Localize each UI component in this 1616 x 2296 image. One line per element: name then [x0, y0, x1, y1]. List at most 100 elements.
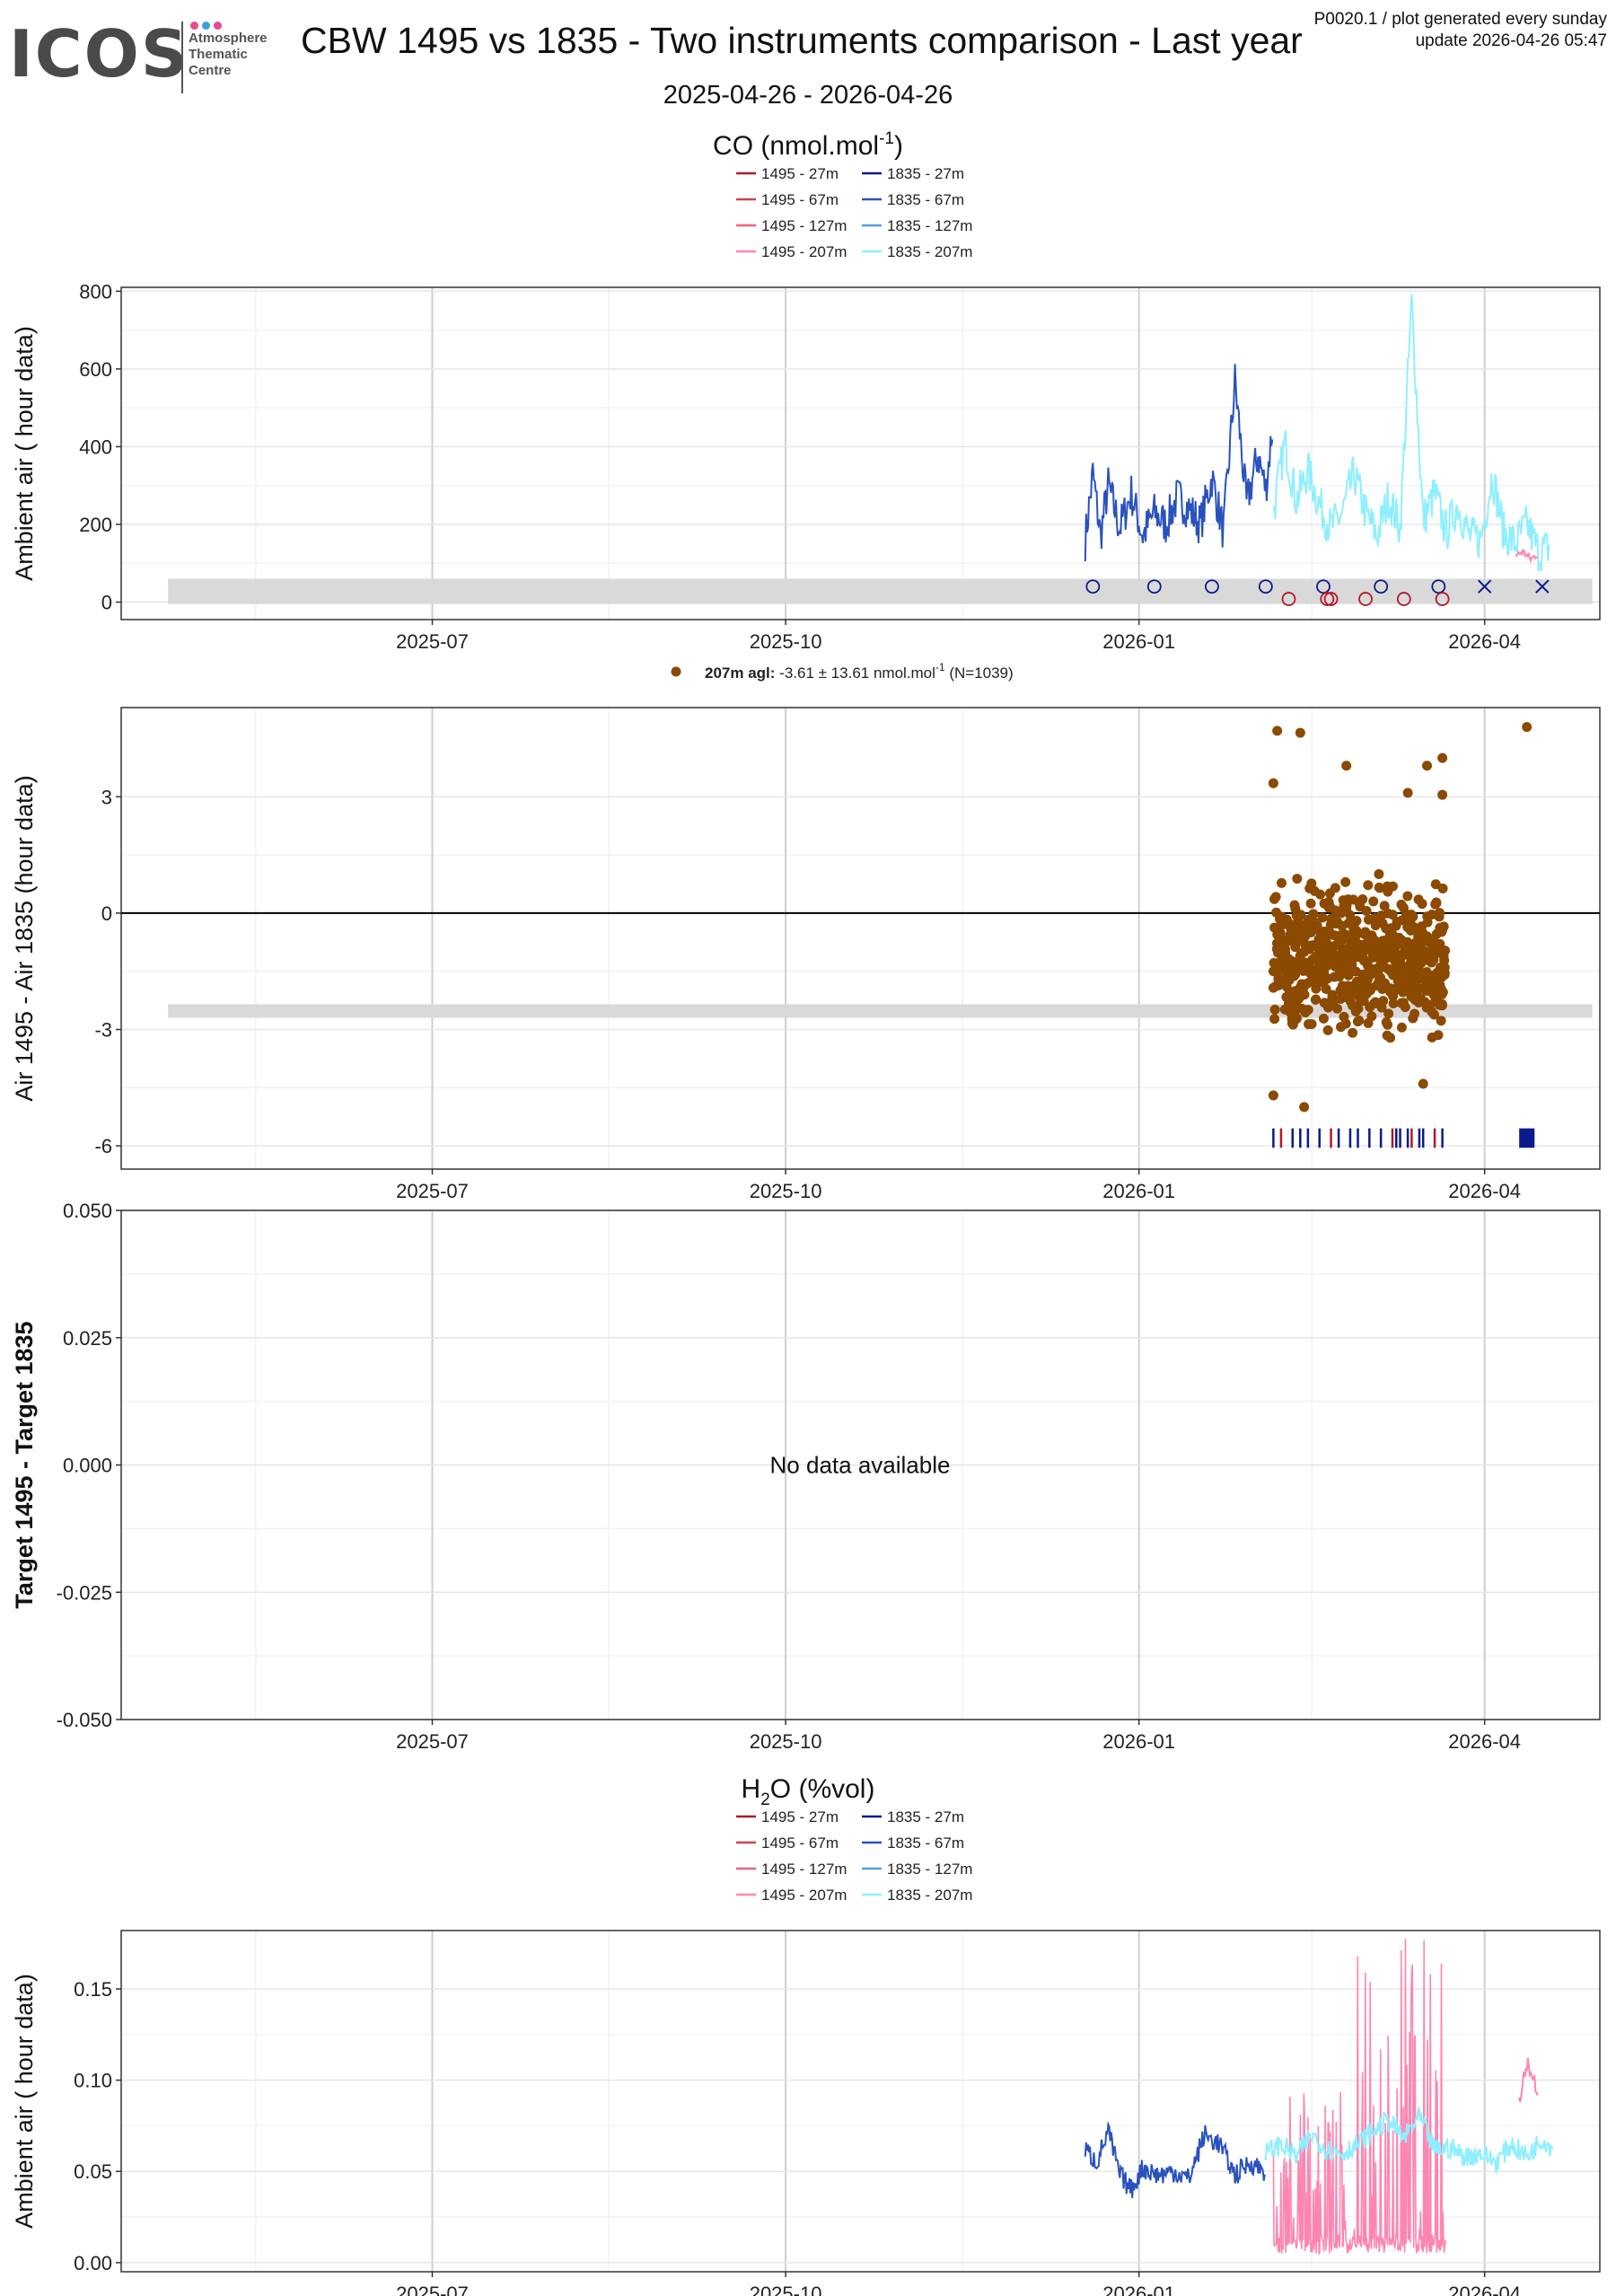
diff-point	[1368, 998, 1379, 1009]
diff-point	[1361, 905, 1372, 916]
legend-label-1495-1: 1495 - 67m	[761, 191, 839, 208]
diff-outlier-7	[1402, 787, 1413, 798]
diff-outlier-10	[1299, 1102, 1310, 1113]
diff-point	[1383, 1008, 1394, 1019]
diff-point	[1374, 882, 1384, 893]
diff-point	[1269, 1014, 1280, 1025]
diff-point	[1269, 957, 1279, 968]
h2o-legend: 1495 - 27m 1495 - 67m 1495 - 127m 1495 - 20…	[736, 1808, 972, 1904]
logo-sub-line-1: Atmosphere	[189, 31, 268, 46]
diff-point	[1422, 917, 1433, 928]
diff-outlier-4	[1437, 752, 1448, 763]
y-tick-label-0: 0	[101, 592, 112, 614]
diff-point	[1382, 945, 1392, 955]
diff-point	[1284, 986, 1295, 997]
diff-point	[1348, 1027, 1358, 1038]
diff-point	[1341, 958, 1352, 969]
diff-outlier-0	[1272, 726, 1283, 736]
diff-point	[1287, 936, 1297, 946]
diff-points	[1268, 722, 1533, 1113]
y-tick-label-3: 0.00	[74, 2252, 112, 2274]
diff-point	[1313, 957, 1324, 968]
diff-point	[1440, 946, 1451, 956]
diff-point	[1338, 946, 1348, 956]
diff-point	[1426, 935, 1436, 946]
diff-point	[1362, 959, 1373, 970]
diff-point	[1433, 997, 1444, 1007]
co-marker-1495-2	[1323, 592, 1339, 606]
legend-label-1835-2: 1835 - 127m	[887, 1861, 972, 1878]
diff-point	[1306, 878, 1317, 889]
diff-point	[1352, 1016, 1363, 1027]
diff-point	[1402, 891, 1413, 902]
legend-label-1835-2: 1835 - 127m	[887, 217, 972, 234]
diff-point	[1311, 983, 1322, 994]
diff-point	[1396, 1022, 1407, 1033]
diff-point	[1319, 998, 1330, 1008]
diff-point	[1321, 983, 1331, 994]
diff-point	[1275, 928, 1286, 938]
diff-point	[1357, 893, 1368, 904]
diff-point	[1376, 1002, 1387, 1013]
diff-point	[1288, 994, 1299, 1005]
diff-point	[1394, 955, 1405, 966]
diff-point	[1326, 928, 1337, 939]
y-axis-label: Target 1495 - Target 1835	[11, 1321, 38, 1608]
co-series-1835-67m	[1084, 364, 1274, 562]
diff-point	[1292, 874, 1303, 884]
co-marker-1835-1	[1146, 579, 1162, 594]
diff-point	[1382, 881, 1392, 892]
diff-point	[1369, 913, 1380, 924]
co-section-title: CO (nmol.mol-1)	[713, 129, 903, 161]
diff-point	[1350, 1006, 1361, 1016]
diff-point	[1435, 980, 1445, 990]
y-tick-label-2: -3	[94, 1019, 112, 1042]
diff-outlier-6	[1268, 778, 1278, 788]
diff-point	[1285, 1007, 1295, 1017]
diff-point	[1364, 935, 1374, 946]
h2o-series-1495-207m	[1518, 2057, 1539, 2103]
diff-point	[1413, 959, 1424, 970]
panel-frame	[120, 707, 1601, 1170]
diff-point	[1435, 908, 1445, 919]
co-marker-1835-3	[1258, 579, 1273, 594]
y-tick-label-2: 400	[79, 435, 112, 458]
diff-quality-band	[168, 1004, 1593, 1018]
diff-point	[1339, 901, 1349, 911]
y-tick-label-3: -0.025	[57, 1581, 112, 1604]
x-tick-label-2: 2026-01	[1102, 1730, 1175, 1753]
diff-point	[1324, 888, 1335, 899]
co-quality-band	[168, 578, 1593, 604]
co-series-1835-207m	[1272, 294, 1550, 572]
x-tick-label-1: 2025-10	[750, 630, 822, 653]
diff-point	[1352, 952, 1363, 963]
diff-point	[1368, 896, 1379, 907]
diff-point	[1269, 893, 1279, 904]
diff-point	[1427, 1007, 1437, 1017]
diff-legend-dot	[671, 666, 681, 677]
diff-point	[1289, 900, 1300, 910]
diff-point	[1304, 1019, 1314, 1030]
diff-point	[1340, 876, 1351, 887]
diff-point	[1322, 1025, 1333, 1035]
plot-code: P0020.1 / plot generated every sunday	[1313, 10, 1607, 29]
legend-label-1495-3: 1495 - 207m	[761, 243, 847, 260]
diff-point	[1331, 919, 1341, 929]
diff-point	[1405, 925, 1416, 936]
co-marker-1495-5	[1435, 592, 1450, 606]
page-title: CBW 1495 vs 1835 - Two instruments compa…	[301, 20, 1303, 61]
co-marker-1495-4	[1396, 592, 1411, 606]
y-tick-label-2: 0.05	[74, 2160, 112, 2183]
diff-point	[1271, 907, 1282, 918]
diff-rug	[1272, 1128, 1535, 1148]
diff-point	[1408, 992, 1418, 1003]
diff-point	[1410, 978, 1421, 989]
co-marker-1835-5	[1374, 579, 1389, 594]
diff-point	[1381, 1016, 1392, 1027]
diff-point	[1382, 1030, 1392, 1041]
diff-point	[1315, 889, 1326, 900]
legend-label-1495-0: 1495 - 27m	[761, 1808, 839, 1825]
diff-point	[1387, 910, 1398, 920]
logo-wordmark: ICOS	[9, 16, 189, 92]
x-tick-label-0: 2025-07	[396, 1180, 469, 1202]
